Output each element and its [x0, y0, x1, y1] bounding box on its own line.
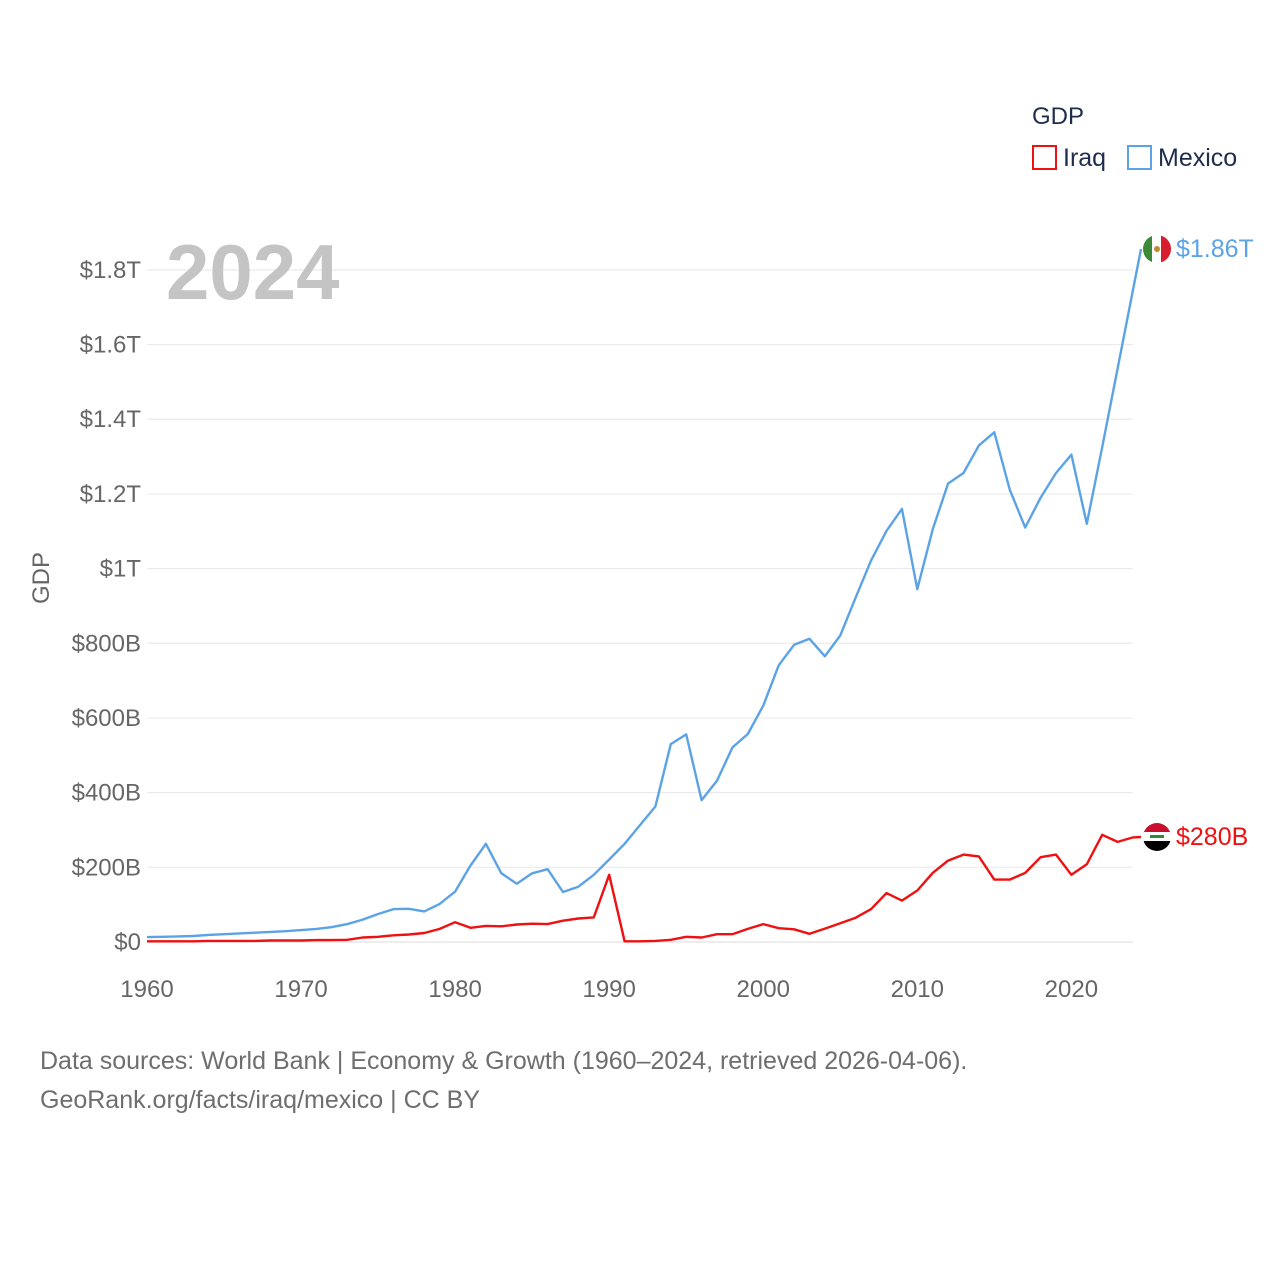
y-tick-label: $200B	[72, 854, 141, 881]
source-line-1: Data sources: World Bank | Economy & Gro…	[40, 1047, 968, 1075]
legend-label-mexico[interactable]: Mexico	[1158, 144, 1237, 172]
gdp-line-chart: $0 $200B $400B $600B $800B $1T $1.2T $1.4T $1.6T…	[28, 103, 1254, 1003]
x-tick-label: 1970	[274, 976, 327, 1003]
series-lines	[146, 248, 1143, 943]
x-axis-tick-labels: 1960 1970 1980 1990 2000 2010 2020	[120, 976, 1098, 1003]
legend: GDP Iraq Mexico	[1032, 103, 1237, 172]
x-tick-label: 2000	[737, 976, 790, 1003]
y-tick-label: $1.8T	[80, 257, 142, 284]
y-tick-label: $1.4T	[80, 406, 142, 433]
iraq-flag-icon	[1143, 823, 1171, 851]
x-tick-label: 2010	[891, 976, 944, 1003]
x-tick-label: 1990	[582, 976, 635, 1003]
data-source-note: Data sources: World Bank | Economy & Gro…	[40, 1042, 1240, 1120]
y-tick-label: $400B	[72, 780, 141, 807]
series-line-iraq[interactable]	[147, 833, 1142, 943]
x-tick-label: 1980	[428, 976, 481, 1003]
series-line-mexico[interactable]	[146, 248, 1143, 939]
year-label: 2024	[166, 228, 340, 316]
y-tick-label: $0	[114, 929, 141, 956]
source-line-2: GeoRank.org/facts/iraq/mexico | CC BY	[40, 1086, 480, 1114]
end-label-mexico: $1.86T	[1176, 235, 1254, 263]
x-tick-label: 2020	[1045, 976, 1098, 1003]
y-tick-label: $800B	[72, 630, 141, 657]
y-tick-label: $600B	[72, 705, 141, 732]
x-tick-label: 1960	[120, 976, 173, 1003]
legend-swatch-mexico[interactable]	[1127, 145, 1152, 170]
gridlines	[147, 269, 1133, 943]
legend-title: GDP	[1032, 103, 1084, 130]
y-tick-label: $1T	[100, 556, 142, 583]
y-axis-tick-labels: $0 $200B $400B $600B $800B $1T $1.2T $1.4T $1.6T…	[72, 257, 142, 956]
legend-label-iraq[interactable]: Iraq	[1063, 144, 1106, 172]
y-tick-label: $1.2T	[80, 481, 142, 508]
mexico-flag-icon	[1143, 235, 1171, 263]
legend-swatch-iraq[interactable]	[1032, 145, 1057, 170]
y-tick-label: $1.6T	[80, 332, 142, 359]
y-axis-title: GDP	[28, 552, 55, 604]
end-label-iraq: $280B	[1176, 823, 1248, 851]
